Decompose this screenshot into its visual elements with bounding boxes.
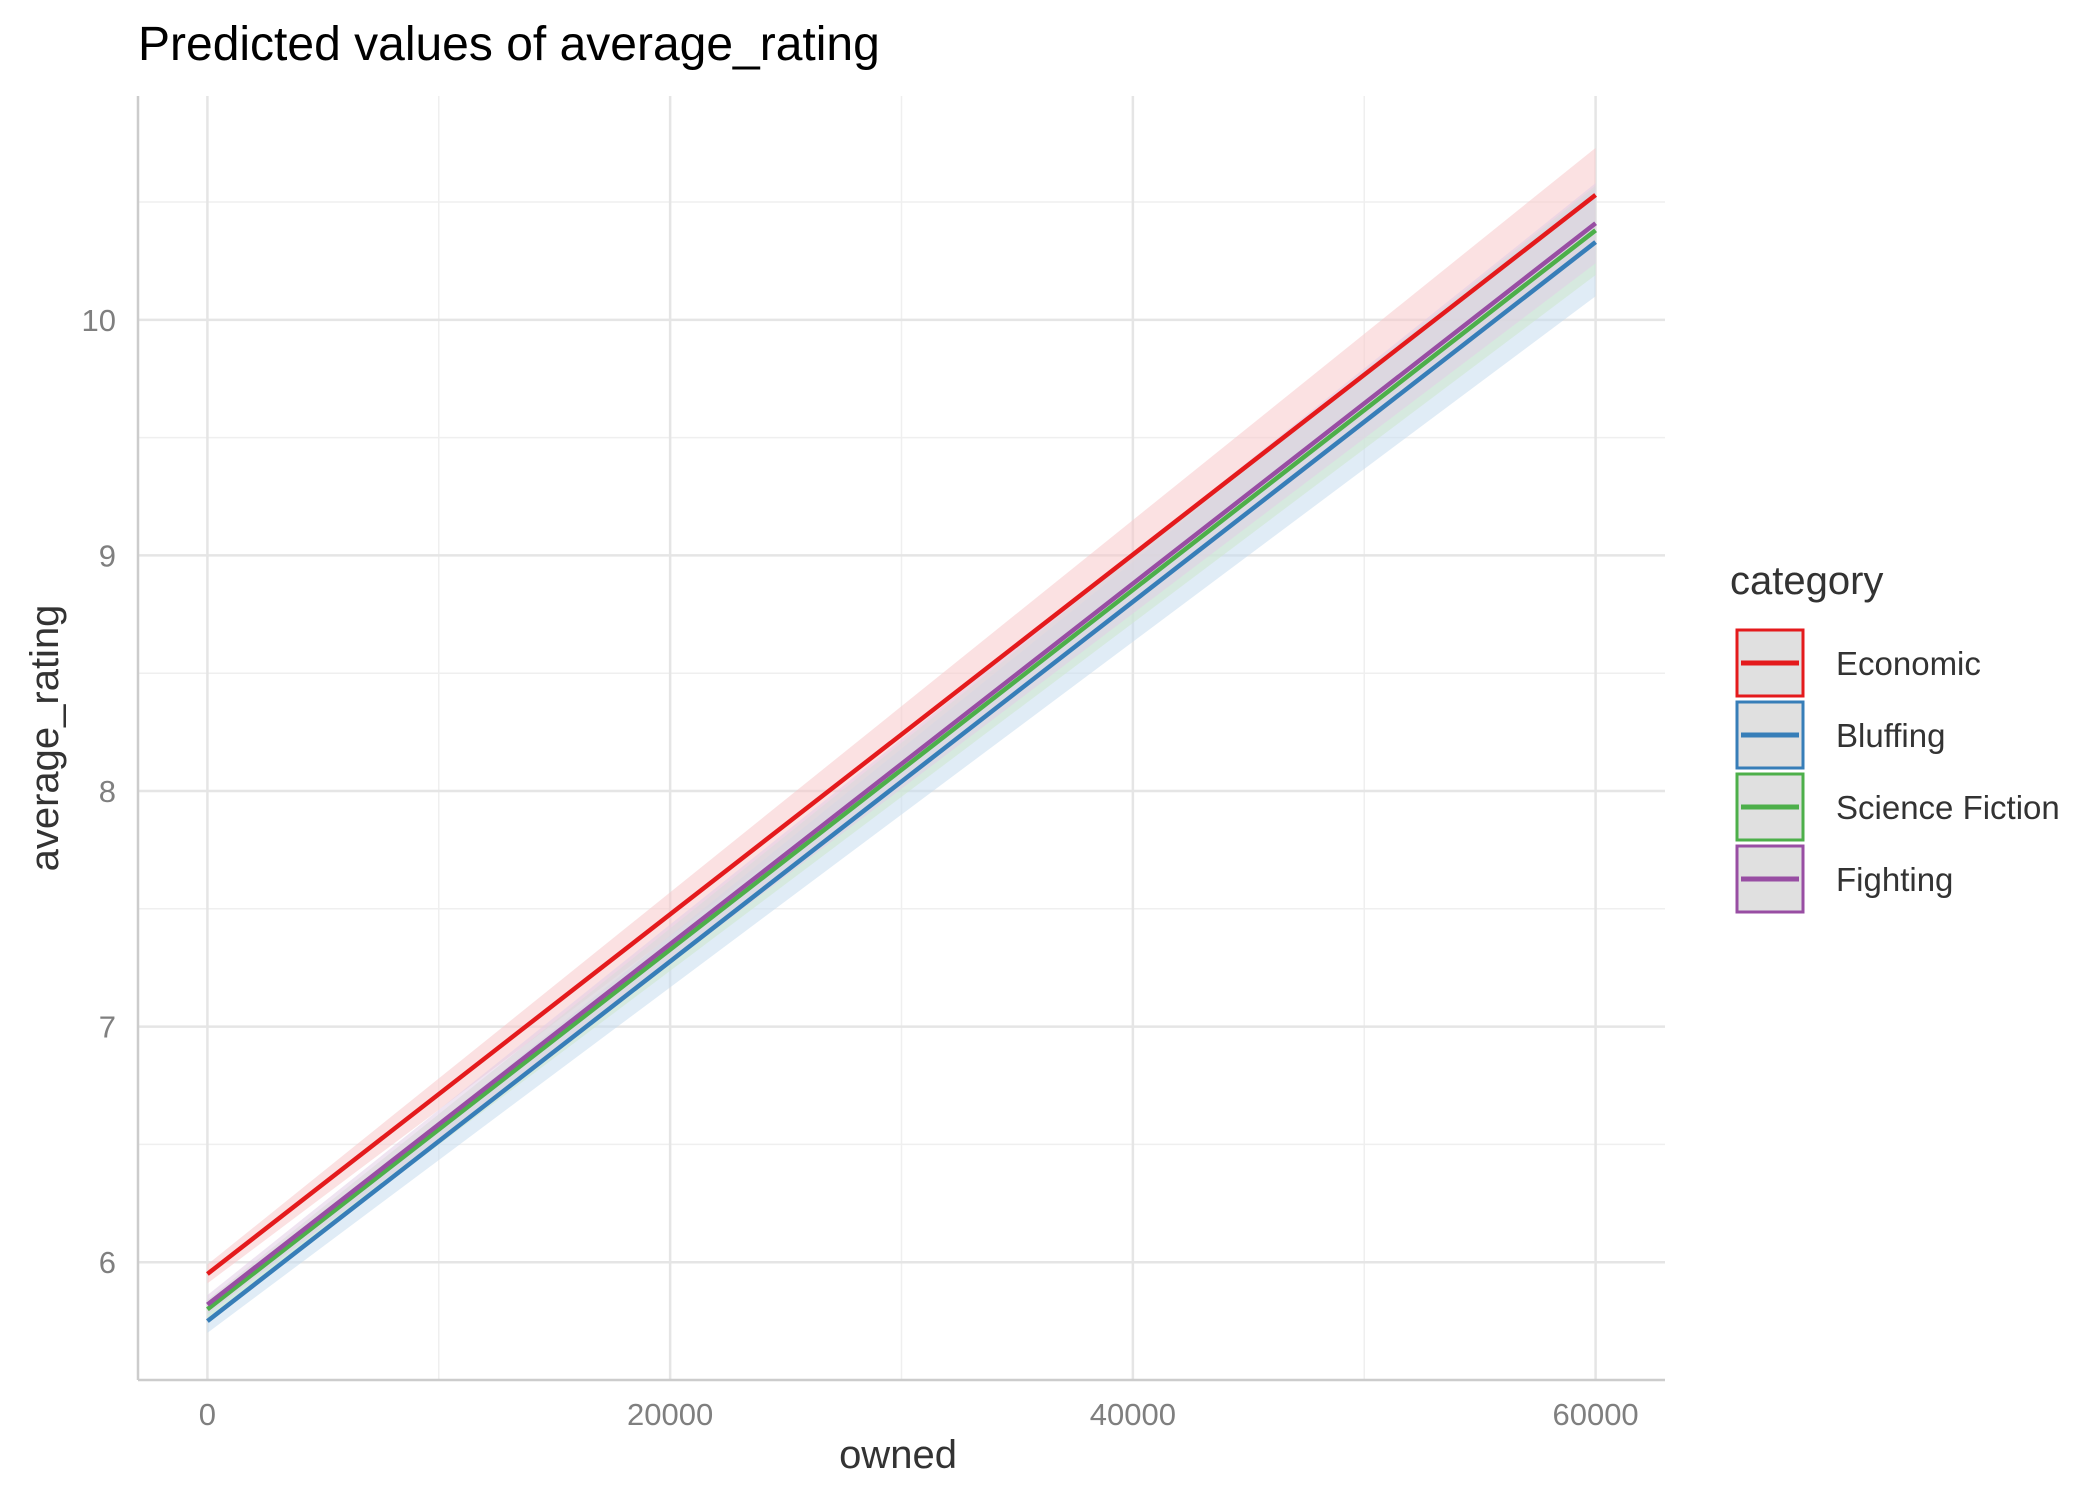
- legend-items: Economic Bluffing Science Fiction Fighting: [1735, 628, 2060, 914]
- series-line-bluffing: [206, 240, 1597, 1323]
- legend-label: Science Fiction: [1836, 789, 2060, 826]
- series-lines: [206, 193, 1597, 1323]
- grid: [138, 96, 1665, 1381]
- y-tick-label: 10: [82, 303, 116, 338]
- y-tick-labels: 6 7 8 9 10: [82, 303, 116, 1280]
- x-tick-label: 20000: [627, 1397, 713, 1432]
- chart-title: Predicted values of average_rating: [138, 18, 880, 71]
- x-axis-title: owned: [839, 1433, 957, 1477]
- legend-item: Economic: [1735, 628, 1981, 698]
- axes: [136, 96, 1665, 1382]
- series-line-fighting: [206, 221, 1597, 1307]
- legend-label: Bluffing: [1836, 717, 1945, 754]
- series-line-science-fiction: [206, 228, 1597, 1312]
- y-tick-label: 9: [99, 538, 116, 573]
- y-tick-label: 7: [99, 1010, 116, 1045]
- x-tick-label: 40000: [1090, 1397, 1176, 1432]
- series-line-economic: [206, 193, 1597, 1276]
- confidence-band-economic: [207, 147, 1596, 1284]
- legend-item: Science Fiction: [1735, 772, 2060, 842]
- x-tick-labels: 0 20000 40000 60000: [199, 1397, 1639, 1432]
- x-tick-label: 0: [199, 1397, 216, 1432]
- legend: category Economic Bluffing Science Fiction…: [1730, 559, 2060, 914]
- x-tick-label: 60000: [1552, 1397, 1638, 1432]
- legend-item: Bluffing: [1735, 700, 1945, 770]
- legend-label: Economic: [1836, 645, 1981, 682]
- y-axis-title: average_rating: [23, 605, 67, 872]
- y-tick-label: 8: [99, 774, 116, 809]
- y-tick-label: 6: [99, 1245, 116, 1280]
- legend-label: Fighting: [1836, 861, 1953, 898]
- legend-item: Fighting: [1735, 844, 1953, 914]
- legend-title: category: [1730, 559, 1883, 603]
